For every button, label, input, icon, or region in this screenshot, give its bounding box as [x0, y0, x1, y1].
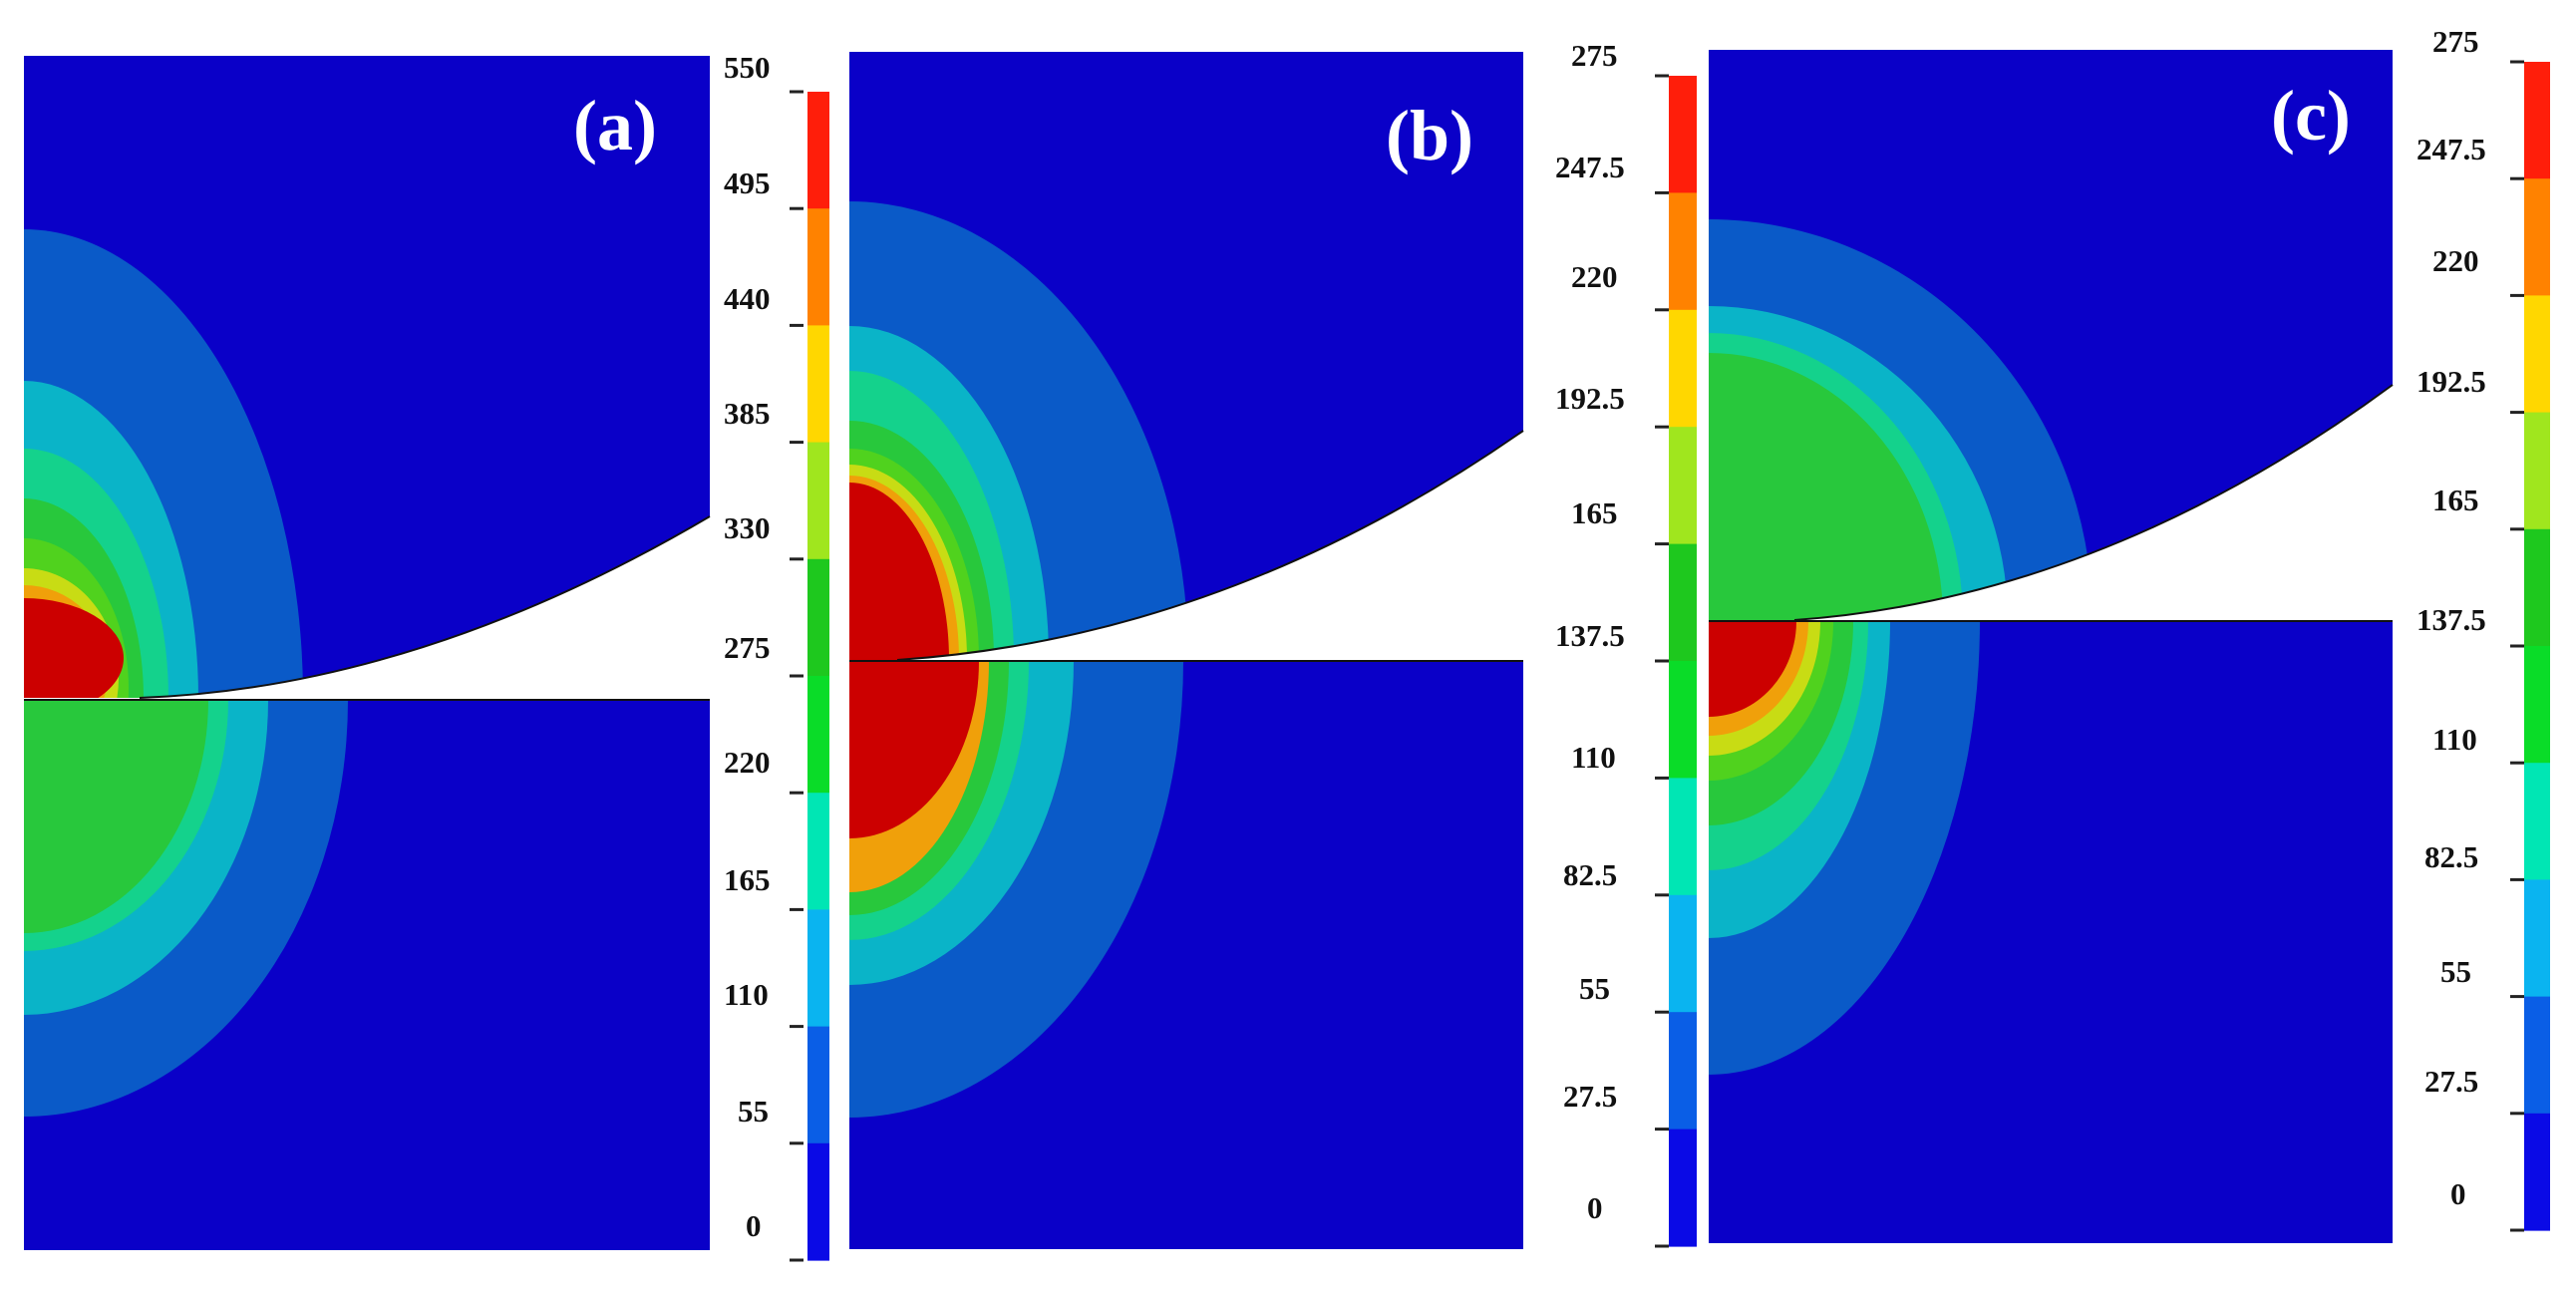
- panel-b-colorbar: 275 247.5 220 192.5 165 137.5 110 82.5 5…: [1555, 38, 1697, 1248]
- panel-b-tick-label: 27.5: [1563, 1079, 1617, 1114]
- panel-a-tick-label: 110: [724, 977, 769, 1012]
- panel-b-colorbar-band: [1669, 543, 1697, 662]
- panel-c-tick-label: 0: [2450, 1176, 2466, 1211]
- panel-c-tick-label: 247.5: [2416, 132, 2486, 166]
- panel-c-colorbar-band: [2524, 879, 2550, 998]
- panel-b-colorbar-band: [1669, 76, 1697, 193]
- panel-b-tick-label: 220: [1571, 259, 1618, 294]
- panel-a-tick-label: 220: [724, 745, 771, 780]
- panel-b-colorbar-band: [1669, 1012, 1697, 1131]
- panel-c-colorbar-band: [2524, 1113, 2550, 1231]
- panel-a-colorbar-band: [807, 793, 829, 910]
- panel-b-colorbar-labels: 275 247.5 220 192.5 165 137.5 110 82.5 5…: [1555, 38, 1625, 1225]
- panel-b-colorbar-band: [1669, 427, 1697, 545]
- panel-a-tick-label: 550: [724, 50, 771, 85]
- panel-c-tick-label: 165: [2432, 483, 2479, 517]
- panel-b-tick-label: 192.5: [1555, 381, 1625, 416]
- panel-b-colorbar-segments: [1669, 76, 1697, 1247]
- panel-a: (a) 550 495 440 385 330 275 220 165 110 …: [24, 50, 829, 1262]
- panel-a-colorbar-labels: 550 495 440 385 330 275 220 165 110 55 0: [724, 50, 771, 1243]
- panel-c-lower-domain: [1709, 621, 2393, 1243]
- panel-a-colorbar-band: [807, 92, 829, 209]
- panel-c-colorbar-band: [2524, 295, 2550, 414]
- panel-c-colorbar-band: [2524, 412, 2550, 530]
- panel-c-tick-label: 220: [2432, 243, 2479, 278]
- panel-b-colorbar-band: [1669, 778, 1697, 896]
- panel-a-tick-label: 0: [746, 1208, 762, 1243]
- panel-a-tick-label: 330: [724, 510, 771, 545]
- panel-c-colorbar-band: [2524, 763, 2550, 880]
- panel-a-colorbar-band: [807, 208, 829, 326]
- panel-b-lower-domain: [849, 661, 1523, 1249]
- panel-b-tick-label: 82.5: [1563, 857, 1617, 892]
- panel-c-colorbar-band: [2524, 528, 2550, 647]
- panel-a-tick-label: 440: [724, 281, 771, 316]
- panel-c-colorbar-band: [2524, 996, 2550, 1115]
- panel-a-colorbar-ticks: [790, 90, 804, 1262]
- panel-b-tick-label: 275: [1571, 38, 1618, 73]
- panel-a-colorbar-band: [807, 325, 829, 444]
- panel-a-colorbar-band: [807, 1142, 829, 1261]
- panel-c-colorbar-band: [2524, 646, 2550, 764]
- panel-b-colorbar-band: [1669, 192, 1697, 311]
- panel-b-tick-label: 247.5: [1555, 150, 1625, 184]
- panel-a-upper-domain: [24, 56, 710, 698]
- panel-c-tick-label: 27.5: [2424, 1064, 2478, 1099]
- panel-a-colorbar-band: [807, 442, 829, 560]
- panel-a-tick-label: 385: [724, 396, 771, 431]
- panel-c-colorbar-labels: 275 247.5 220 192.5 165 137.5 110 82.5 5…: [2416, 24, 2486, 1211]
- panel-b-colorbar-ticks: [1655, 74, 1669, 1248]
- panel-b-colorbar-band: [1669, 309, 1697, 428]
- panel-a-lower-domain: [24, 700, 710, 1250]
- panel-b-tick-label: 110: [1571, 740, 1616, 775]
- panel-c-tick-label: 110: [2432, 722, 2477, 757]
- panel-b-colorbar-band: [1669, 894, 1697, 1013]
- panel-b-crack-flank: [896, 430, 1524, 661]
- panel-a-colorbar-segments: [807, 92, 829, 1261]
- panel-c-tick-label: 275: [2432, 24, 2479, 59]
- panel-a-colorbar: 550 495 440 385 330 275 220 165 110 55 0: [724, 50, 829, 1262]
- panel-b-tick-label: 0: [1587, 1190, 1603, 1225]
- panel-c-upper-domain: [1709, 50, 2393, 620]
- panel-a-tick-label: 275: [724, 630, 771, 665]
- panel-c-crack-flank: [1793, 384, 2394, 621]
- panel-a-tick-label: 165: [724, 862, 771, 897]
- panel-c-tick-label: 55: [2440, 954, 2471, 989]
- panel-c-tick-label: 137.5: [2416, 602, 2486, 637]
- panel-a-tick-label: 495: [724, 165, 771, 200]
- panel-b-tick-label: 165: [1571, 495, 1618, 530]
- panel-a-colorbar-band: [807, 558, 829, 677]
- panel-b-colorbar-band: [1669, 661, 1697, 779]
- panel-a-tick-label: 55: [738, 1094, 769, 1129]
- panel-b-colorbar-band: [1669, 1129, 1697, 1247]
- panel-b-tick-label: 55: [1579, 971, 1610, 1006]
- panel-c-colorbar-band: [2524, 178, 2550, 296]
- panel-c-colorbar: 275 247.5 220 192.5 165 137.5 110 82.5 5…: [2416, 24, 2550, 1232]
- panel-a-colorbar-band: [807, 909, 829, 1028]
- panel-c-tick-label: 82.5: [2424, 839, 2478, 874]
- panel-c: (c) 275 247.5 220 192.5 165 137.5 110 82…: [1709, 24, 2550, 1243]
- panel-a-crack-flank: [139, 515, 711, 699]
- panel-b-label: (b): [1386, 96, 1473, 175]
- panel-c-colorbar-ticks: [2510, 60, 2524, 1232]
- panel-a-label: (a): [573, 86, 657, 165]
- panel-c-tick-label: 192.5: [2416, 364, 2486, 399]
- panel-a-colorbar-band: [807, 676, 829, 794]
- panel-a-colorbar-band: [807, 1026, 829, 1144]
- panel-c-colorbar-band: [2524, 62, 2550, 179]
- panel-c-label: (c): [2271, 76, 2351, 156]
- panel-c-colorbar-segments: [2524, 62, 2550, 1231]
- panel-b-tick-label: 137.5: [1555, 618, 1625, 653]
